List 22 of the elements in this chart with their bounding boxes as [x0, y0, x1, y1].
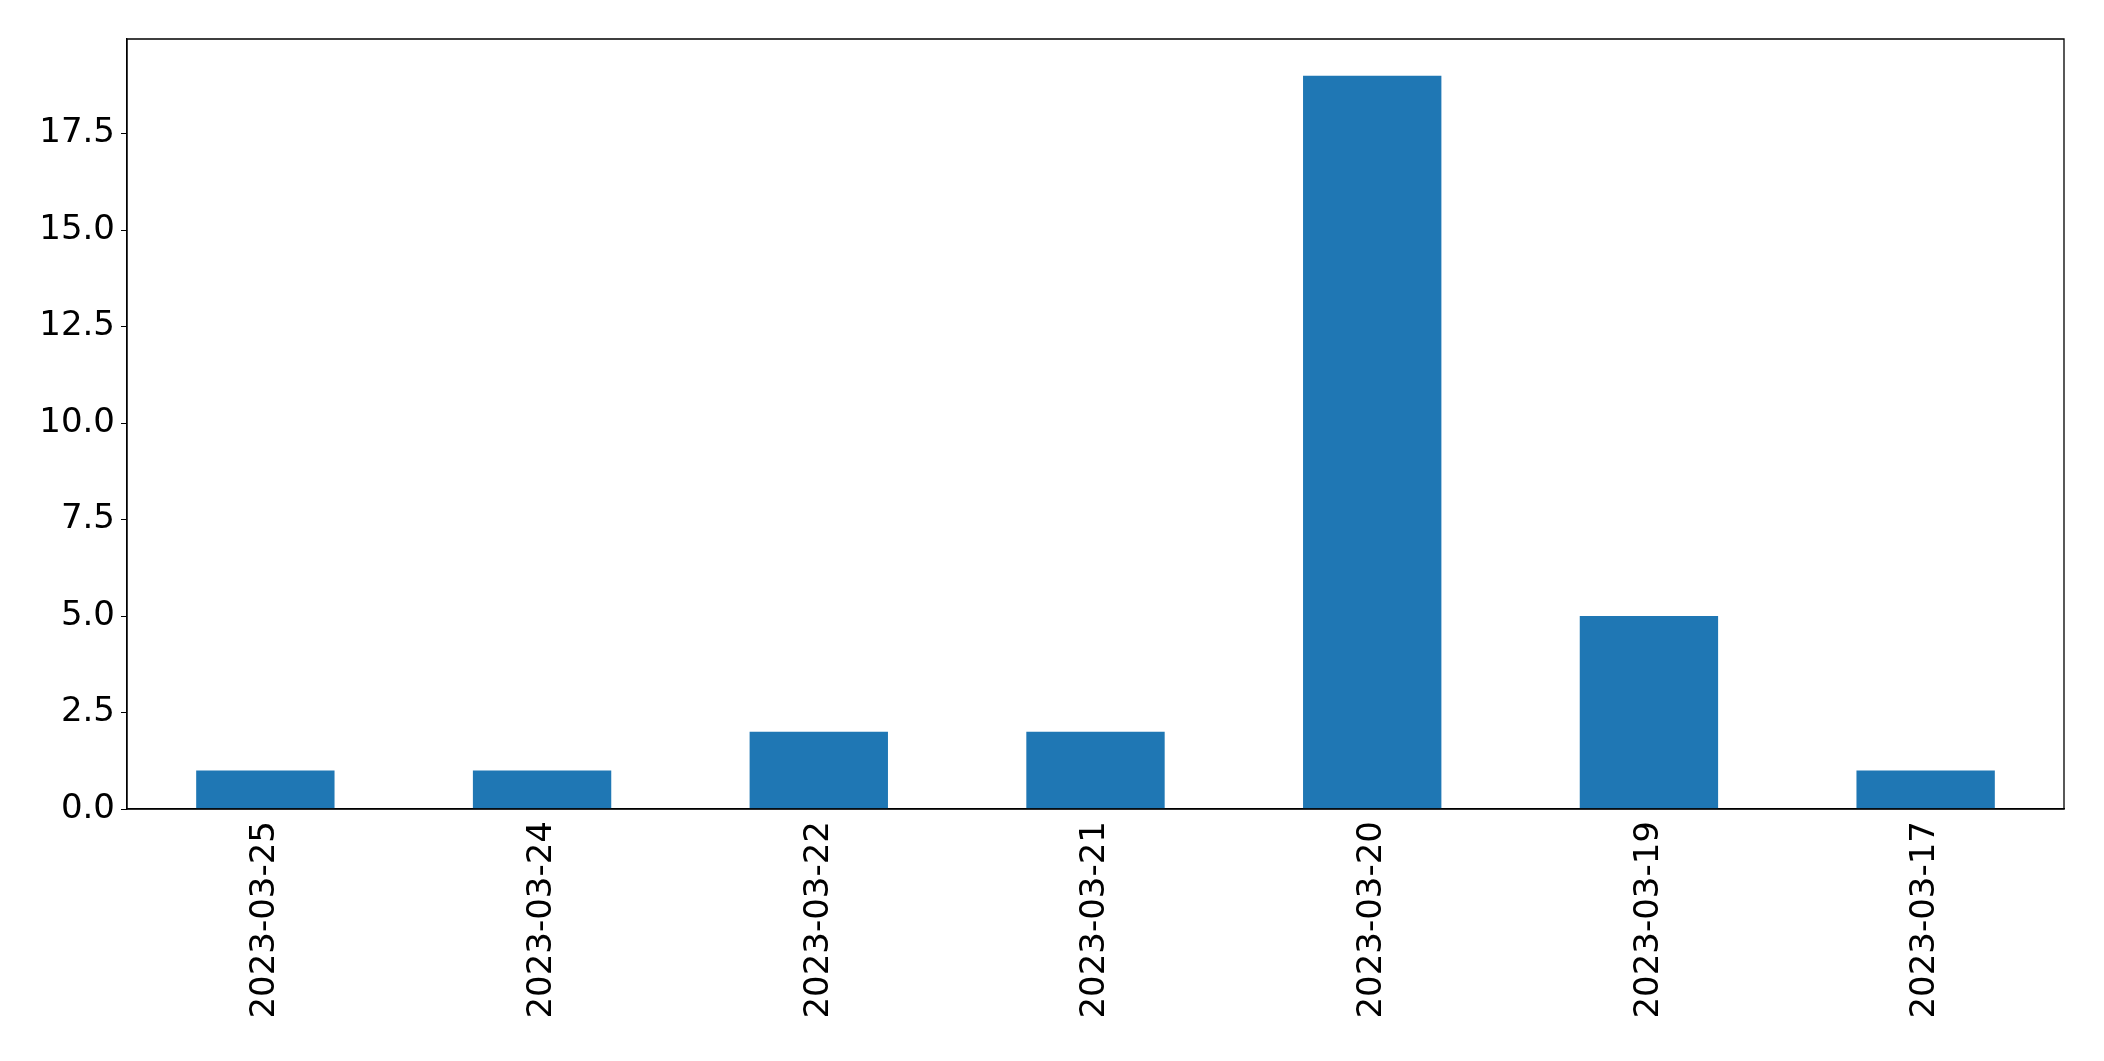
- x-tick-label: 2023-03-17: [1902, 821, 1943, 1019]
- bar: [1856, 770, 1995, 809]
- y-tick-label: 12.5: [39, 303, 115, 344]
- bar: [472, 770, 612, 809]
- x-tick-label: 2023-03-25: [242, 821, 283, 1019]
- x-tick-label: 2023-03-19: [1625, 821, 1666, 1019]
- y-tick-label: 7.5: [60, 496, 115, 537]
- bar: [1026, 731, 1165, 809]
- x-tick-label: 2023-03-20: [1349, 821, 1390, 1019]
- y-tick-label: 0.0: [60, 785, 115, 826]
- y-tick-label: 15.0: [39, 206, 115, 247]
- bar: [196, 770, 335, 809]
- x-tick-label: 2023-03-21: [1072, 821, 1113, 1019]
- y-tick-label: 17.5: [39, 110, 115, 151]
- y-tick-label: 10.0: [39, 399, 115, 440]
- y-tick-label: 5.0: [60, 592, 115, 633]
- bar: [749, 731, 888, 809]
- bar: [1579, 616, 1719, 809]
- y-tick-label: 2.5: [60, 689, 115, 730]
- bar: [1303, 75, 1442, 809]
- x-tick-label: 2023-03-24: [518, 821, 559, 1019]
- x-tick-label: 2023-03-22: [795, 821, 836, 1019]
